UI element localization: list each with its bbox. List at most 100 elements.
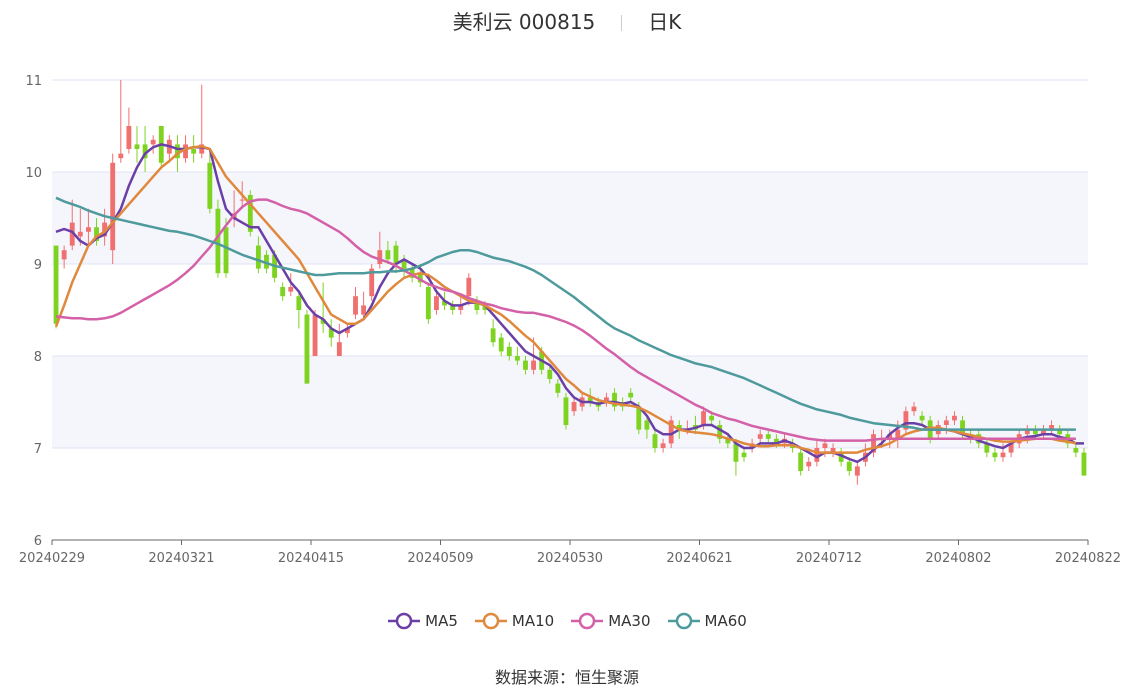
candle bbox=[344, 323, 350, 338]
candle-body bbox=[118, 153, 124, 159]
legend-marker bbox=[571, 612, 604, 630]
source-value: 恒生聚源 bbox=[575, 668, 640, 687]
candle bbox=[296, 291, 302, 329]
candle bbox=[757, 429, 763, 444]
ma-line-ma10 bbox=[54, 144, 1077, 454]
y-axis: 6 7 8 9 10 11 bbox=[25, 74, 42, 549]
candle-body bbox=[199, 144, 205, 154]
legend-item-ma30[interactable]: MA30 bbox=[570, 612, 651, 630]
candle-body bbox=[320, 319, 326, 324]
candle bbox=[798, 448, 804, 476]
legend-marker bbox=[474, 612, 507, 630]
candle bbox=[555, 379, 561, 398]
y-tick-label: 8 bbox=[34, 350, 42, 365]
y-tick-label: 10 bbox=[25, 166, 42, 181]
candlestick-chart: 6 7 8 9 10 11 20240229 20240321 20240415 2024050… bbox=[19, 74, 1121, 566]
candle bbox=[304, 310, 310, 384]
candle-body bbox=[288, 287, 294, 292]
candle bbox=[474, 296, 480, 315]
candle bbox=[312, 310, 318, 356]
candle-body bbox=[223, 227, 229, 274]
candle bbox=[369, 264, 375, 301]
candle bbox=[854, 461, 860, 485]
candle-body bbox=[215, 208, 221, 274]
candle bbox=[450, 300, 456, 315]
candle bbox=[118, 80, 124, 163]
candle bbox=[280, 282, 286, 301]
candle-body bbox=[150, 139, 156, 145]
candle-body bbox=[919, 415, 925, 421]
candle-body bbox=[911, 406, 917, 412]
legend-item-ma10[interactable]: MA10 bbox=[474, 612, 554, 630]
candle-body bbox=[547, 369, 553, 379]
candle bbox=[69, 199, 75, 251]
candle bbox=[361, 291, 367, 320]
candle-body bbox=[239, 199, 245, 201]
candle-body bbox=[765, 434, 771, 439]
legend-circle bbox=[675, 612, 692, 630]
source-label: 数据来源： bbox=[494, 668, 575, 687]
candle bbox=[61, 245, 67, 269]
candle bbox=[838, 448, 844, 467]
legend-item-ma5[interactable]: MA5 bbox=[387, 612, 458, 630]
candle bbox=[1041, 425, 1046, 439]
candle-body bbox=[474, 300, 480, 310]
candle bbox=[992, 448, 998, 462]
candle bbox=[393, 241, 399, 274]
candle-body bbox=[709, 415, 715, 421]
candle bbox=[377, 231, 383, 269]
candle bbox=[264, 250, 269, 274]
candle-body bbox=[636, 406, 642, 430]
legend-label: MA30 bbox=[608, 612, 651, 630]
candle bbox=[150, 135, 156, 154]
title-separator bbox=[621, 15, 623, 31]
x-tick-label: 20240822 bbox=[1055, 551, 1121, 566]
candle bbox=[94, 218, 99, 246]
candle bbox=[725, 434, 731, 448]
chart-title: 美利云 000815 日K bbox=[0, 6, 1134, 35]
candle-body bbox=[102, 222, 108, 237]
candle-body bbox=[814, 448, 820, 462]
candle-body bbox=[450, 305, 456, 310]
candle-body bbox=[660, 443, 666, 448]
candle-body bbox=[247, 195, 253, 232]
candle bbox=[142, 126, 148, 172]
candle bbox=[660, 438, 666, 453]
candle-body bbox=[1032, 429, 1038, 435]
x-axis: 20240229 20240321 20240415 20240509 20240530… bbox=[19, 539, 1121, 566]
candle bbox=[1000, 443, 1006, 462]
candle-body bbox=[822, 443, 828, 448]
candle bbox=[1081, 448, 1087, 476]
stock-name: 美利云 000815 bbox=[452, 10, 596, 34]
candle-body bbox=[838, 452, 844, 462]
legend-marker bbox=[388, 612, 421, 630]
candle bbox=[943, 415, 949, 435]
candle-body bbox=[555, 383, 561, 393]
candle-body bbox=[668, 420, 674, 444]
candle bbox=[903, 406, 909, 435]
candle-body bbox=[895, 429, 901, 439]
candle-body bbox=[571, 402, 577, 412]
candle-body bbox=[798, 452, 804, 471]
candle-body bbox=[361, 305, 367, 315]
candle-body bbox=[69, 222, 75, 246]
x-tick-label: 20240530 bbox=[537, 551, 603, 566]
candle-body bbox=[1057, 429, 1063, 435]
candle-body bbox=[409, 268, 415, 278]
candle-body bbox=[676, 425, 682, 430]
candle-body bbox=[806, 461, 812, 467]
candle-body bbox=[612, 392, 617, 407]
candle-body bbox=[725, 438, 731, 444]
candle-body bbox=[466, 277, 472, 297]
candle bbox=[134, 126, 140, 163]
candle-body bbox=[207, 162, 213, 209]
candle-body bbox=[53, 245, 59, 324]
candle-body bbox=[296, 296, 302, 310]
candle-body bbox=[490, 328, 496, 343]
period-label[interactable]: 日K bbox=[648, 10, 682, 34]
candle-body bbox=[134, 144, 140, 149]
legend-item-ma60[interactable]: MA60 bbox=[667, 612, 747, 630]
candle-body bbox=[264, 254, 269, 269]
candle bbox=[191, 135, 197, 163]
candle bbox=[717, 420, 723, 444]
